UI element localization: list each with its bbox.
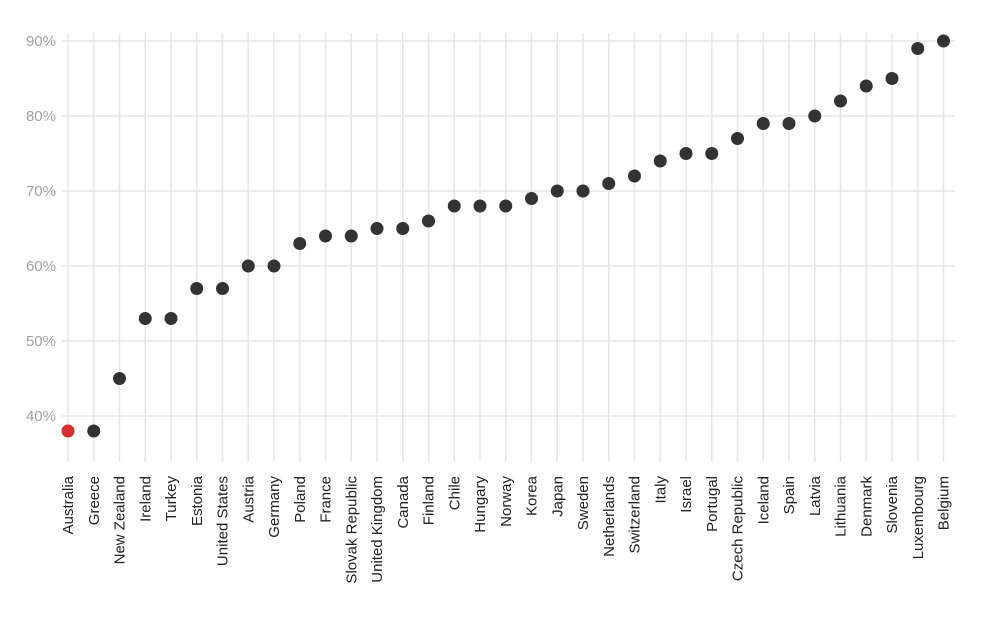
point-japan [550, 184, 564, 198]
point-slovenia [885, 72, 899, 85]
point-portugal [705, 147, 719, 160]
category-label-norway: Norway [498, 476, 515, 527]
category-label-slovak-republic: Slovak Republic [343, 476, 360, 584]
category-label-czech-republic: Czech Republic [730, 476, 747, 582]
point-poland [293, 237, 307, 250]
category-label-lithuania: Lithuania [833, 475, 850, 537]
point-belgium [937, 34, 950, 48]
point-switzerland [628, 169, 641, 183]
category-label-united-kingdom: United Kingdom [369, 476, 386, 583]
category-label-germany: Germany [266, 476, 283, 538]
category-label-luxembourg: Luxembourg [910, 476, 927, 559]
category-label-slovenia: Slovenia [884, 475, 901, 533]
y-tick-label-40: 40% [26, 408, 56, 425]
point-united-kingdom [370, 222, 384, 235]
y-tick-label-60: 60% [26, 258, 56, 275]
point-turkey [164, 312, 178, 325]
category-label-chile: Chile [446, 476, 463, 510]
category-label-united-states: United States [215, 476, 232, 566]
y-tick-label-50: 50% [26, 333, 56, 350]
category-label-ireland: Ireland [137, 476, 154, 522]
y-tick-label-80: 80% [26, 108, 56, 125]
x-gridlines [67, 33, 945, 462]
category-label-japan: Japan [549, 476, 566, 517]
point-iceland [756, 117, 770, 130]
point-united-states [216, 282, 229, 295]
category-label-finland: Finland [421, 476, 438, 525]
point-israel [679, 147, 693, 160]
data-points [61, 34, 950, 438]
point-norway [499, 199, 513, 213]
point-netherlands [602, 177, 616, 190]
point-sweden [576, 184, 590, 198]
point-austria [241, 259, 255, 273]
category-label-switzerland: Switzerland [627, 476, 644, 554]
category-label-france: France [318, 476, 335, 523]
category-label-greece: Greece [86, 476, 103, 525]
category-labels: Australia Greece New Zealand Ireland Turkey E… [60, 475, 953, 583]
category-label-korea: Korea [524, 475, 541, 516]
category-label-italy: Italy [652, 476, 669, 504]
category-label-australia: Australia [60, 475, 77, 534]
category-label-iceland: Iceland [755, 476, 772, 524]
category-label-latvia: Latvia [807, 475, 824, 516]
point-australia [61, 424, 75, 438]
y-tick-labels: 40% 50% 60% 70% 80% 90% [26, 33, 56, 425]
point-denmark [859, 79, 873, 93]
point-ireland [138, 312, 152, 325]
point-hungary [473, 199, 487, 213]
category-label-israel: Israel [678, 476, 695, 513]
y-gridlines [62, 40, 955, 417]
y-tick-label-90: 90% [26, 33, 56, 50]
point-germany [267, 259, 281, 273]
category-label-hungary: Hungary [472, 476, 489, 533]
point-finland [422, 214, 435, 228]
point-korea [525, 192, 538, 205]
point-estonia [190, 282, 204, 295]
category-label-estonia: Estonia [189, 475, 206, 526]
category-label-belgium: Belgium [936, 476, 953, 530]
point-latvia [808, 109, 822, 123]
point-slovak-republic [344, 229, 358, 243]
point-lithuania [834, 94, 847, 108]
point-greece [87, 424, 101, 438]
point-new-zealand [113, 372, 126, 385]
point-luxembourg [911, 42, 925, 55]
category-label-poland: Poland [292, 476, 309, 523]
point-italy [653, 154, 667, 168]
category-label-sweden: Sweden [575, 476, 592, 530]
category-label-portugal: Portugal [704, 476, 721, 532]
category-label-austria: Austria [240, 475, 257, 522]
category-label-new-zealand: New Zealand [112, 476, 129, 564]
point-france [319, 229, 332, 243]
y-tick-label-70: 70% [26, 183, 56, 200]
category-label-turkey: Turkey [163, 476, 180, 522]
category-label-netherlands: Netherlands [601, 476, 618, 557]
category-label-denmark: Denmark [858, 476, 875, 537]
point-chile [447, 199, 461, 213]
category-label-canada: Canada [395, 475, 412, 528]
category-label-spain: Spain [781, 476, 798, 514]
point-spain [782, 117, 796, 130]
point-canada [396, 222, 410, 235]
point-czech-republic [731, 132, 744, 145]
